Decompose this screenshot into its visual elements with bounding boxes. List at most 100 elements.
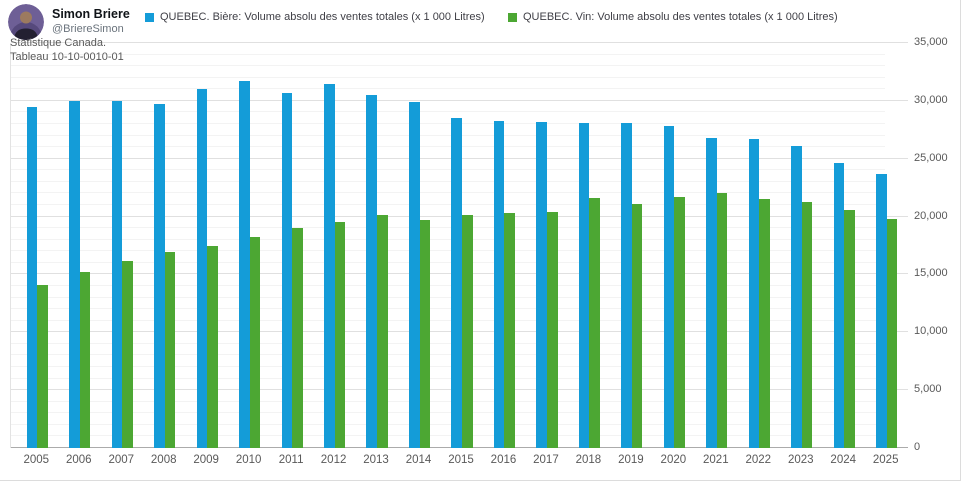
x-axis-tick-2015: 2015 [448,454,474,466]
bar-vin-2012 [334,222,346,448]
bar-vin-2013 [377,215,388,448]
gridline-27000 [11,134,885,136]
bar-vin-2022 [759,199,770,448]
bar-vin-2008 [164,252,176,448]
bar-vin-2006 [79,272,91,448]
x-axis-tick-2013: 2013 [363,454,389,466]
y-axis-tick-20,000: 20,000 [914,209,948,222]
gridline-3000 [11,412,885,414]
x-axis-tick-2014: 2014 [405,454,432,466]
gridline-11000 [11,319,885,321]
y-axis-tick-10,000: 10,000 [914,325,948,338]
source-line-1: Statistique Canada. [10,37,107,49]
gridline-21000 [11,204,885,205]
x-axis-tick-2011: 2011 [278,454,304,466]
bar-biere-2020 [663,126,675,448]
bar-biere-2018 [578,122,590,448]
bar-vin-2010 [249,237,261,448]
y-axis-tick-0: 0 [914,441,921,453]
x-axis-tick-2021: 2021 [703,454,729,466]
biere-swatch-icon [145,12,154,22]
bar-biere-2008 [154,104,165,448]
x-axis-tick-2020: 2020 [660,454,687,466]
y-axis-tick-5,000: 5,000 [914,383,942,396]
bar-vin-2005 [37,284,48,448]
bar-vin-2015 [462,215,473,448]
gridline-1000 [11,435,885,437]
gridline-34000 [11,53,885,55]
bar-biere-2024 [833,163,845,448]
source-note: Statistique Canada. Tableau 10-10-0010-0… [10,36,124,64]
x-axis-tick-2012: 2012 [320,454,347,466]
gridline-6000 [11,377,885,379]
x-axis-tick-2010: 2010 [235,454,262,466]
x-axis-tick-2009: 2009 [193,454,219,466]
profile-name[interactable]: Simon Briere [52,7,130,21]
bar-biere-2023 [791,146,802,448]
gridline-28000 [11,123,885,124]
bar-vin-2011 [292,228,303,448]
gridline-26000 [11,146,885,148]
bar-biere-2021 [706,137,717,448]
bar-vin-2018 [589,198,600,448]
legend-item-vin: QUEBEC. Vin: Volume absolu des ventes to… [508,11,838,23]
bar-biere-2005 [26,106,38,448]
bar-biere-2011 [281,92,293,448]
gridline-4000 [11,400,885,402]
profile-handle[interactable]: @BriereSimon [52,23,124,35]
gridline-23000 [11,180,885,182]
bar-vin-2007 [122,260,133,448]
gridline-16000 [11,261,885,263]
legend-item-biere: QUEBEC. Bière: Volume absolu des ventes … [145,11,485,23]
bar-biere-2010 [239,81,250,448]
y-axis-tick-30,000: 30,000 [914,93,948,106]
x-axis-tick-2024: 2024 [830,454,857,466]
gridline-22000 [11,192,885,194]
gridline-29000 [11,111,885,113]
bar-biere-2015 [451,118,462,448]
gridline-7000 [11,366,885,367]
x-axis-tick-2005: 2005 [23,454,50,466]
bar-biere-2012 [323,83,335,448]
legend-label-vin: QUEBEC. Vin: Volume absolu des ventes to… [523,11,838,23]
gridline-2000 [11,423,885,425]
x-axis-tick-2017: 2017 [533,454,559,466]
bar-vin-2009 [207,245,218,448]
bar-biere-2014 [408,102,420,448]
gridline-12000 [11,308,885,310]
gridline-31000 [11,88,885,90]
gridline-18000 [11,238,885,240]
x-axis-tick-2022: 2022 [745,454,772,466]
bar-vin-2019 [631,203,643,448]
x-axis-tick-2006: 2006 [65,454,92,466]
y-axis-tick-25,000: 25,000 [914,151,948,164]
gridline-33000 [11,65,885,67]
bar-vin-2014 [419,220,431,448]
gridline-35000 [11,42,908,43]
bar-biere-2007 [111,100,123,448]
bar-vin-2024 [844,209,855,448]
bar-biere-2022 [748,139,760,448]
gridline-14000 [11,285,885,286]
y-axis-tick-15,000: 15,000 [914,267,948,280]
bar-vin-2023 [801,201,813,448]
source-line-2: Tableau 10-10-0010-01 [10,51,124,63]
bar-biere-2009 [196,89,208,448]
bar-biere-2025 [876,173,887,448]
x-axis-tick-2018: 2018 [575,454,602,466]
bar-vin-2021 [716,193,728,448]
gridline-17000 [11,250,885,252]
gridline-24000 [11,169,885,171]
x-axis-tick-2016: 2016 [490,454,517,466]
legend-label-biere: QUEBEC. Bière: Volume absolu des ventes … [160,11,485,23]
gridline-19000 [11,227,885,229]
x-axis-tick-2008: 2008 [150,454,177,466]
plot-area [10,42,908,448]
profile-photo-icon [8,4,44,40]
x-axis-tick-2007: 2007 [108,454,135,466]
avatar[interactable] [8,4,44,40]
gridline-30000 [11,99,908,101]
x-axis-tick-2025: 2025 [872,454,899,466]
bar-biere-2016 [493,120,505,448]
